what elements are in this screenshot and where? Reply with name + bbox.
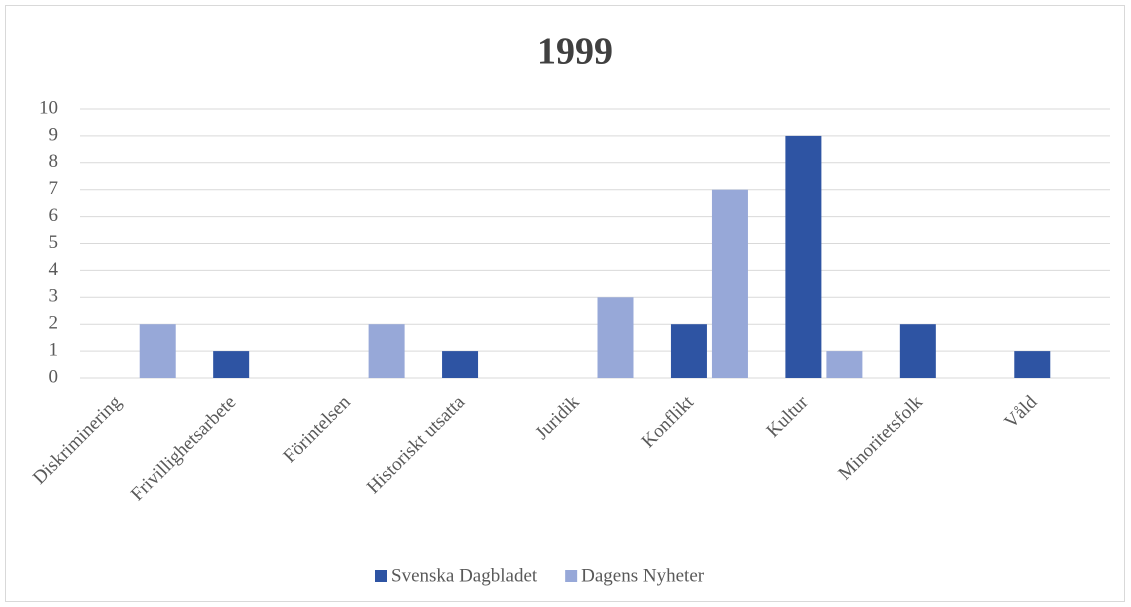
bar <box>899 324 936 378</box>
legend-label: Dagens Nyheter <box>581 565 705 586</box>
bar <box>139 324 176 378</box>
bar <box>442 351 479 378</box>
legend-label: Svenska Dagbladet <box>391 565 538 586</box>
y-tick-label: 5 <box>49 232 59 253</box>
y-tick-label: 7 <box>49 178 59 199</box>
y-tick-label: 4 <box>49 259 59 280</box>
y-tick-label: 10 <box>39 97 58 118</box>
y-tick-label: 0 <box>49 366 59 387</box>
bar <box>670 324 707 378</box>
y-tick-label: 6 <box>49 205 59 226</box>
y-tick-label: 2 <box>49 313 59 334</box>
y-tick-label: 9 <box>49 124 59 145</box>
bar <box>213 351 250 378</box>
y-tick-label: 1 <box>49 339 59 360</box>
y-tick-label: 8 <box>49 151 59 172</box>
legend-swatch <box>375 570 387 582</box>
bar <box>826 351 863 378</box>
bar <box>1014 351 1051 378</box>
chart-title: 1999 <box>537 31 613 73</box>
bar <box>597 297 634 378</box>
legend-swatch <box>565 570 578 582</box>
bar <box>785 135 822 378</box>
chart-border <box>5 5 1125 602</box>
bar <box>711 189 748 378</box>
bar <box>368 324 405 378</box>
y-tick-label: 3 <box>49 286 59 307</box>
